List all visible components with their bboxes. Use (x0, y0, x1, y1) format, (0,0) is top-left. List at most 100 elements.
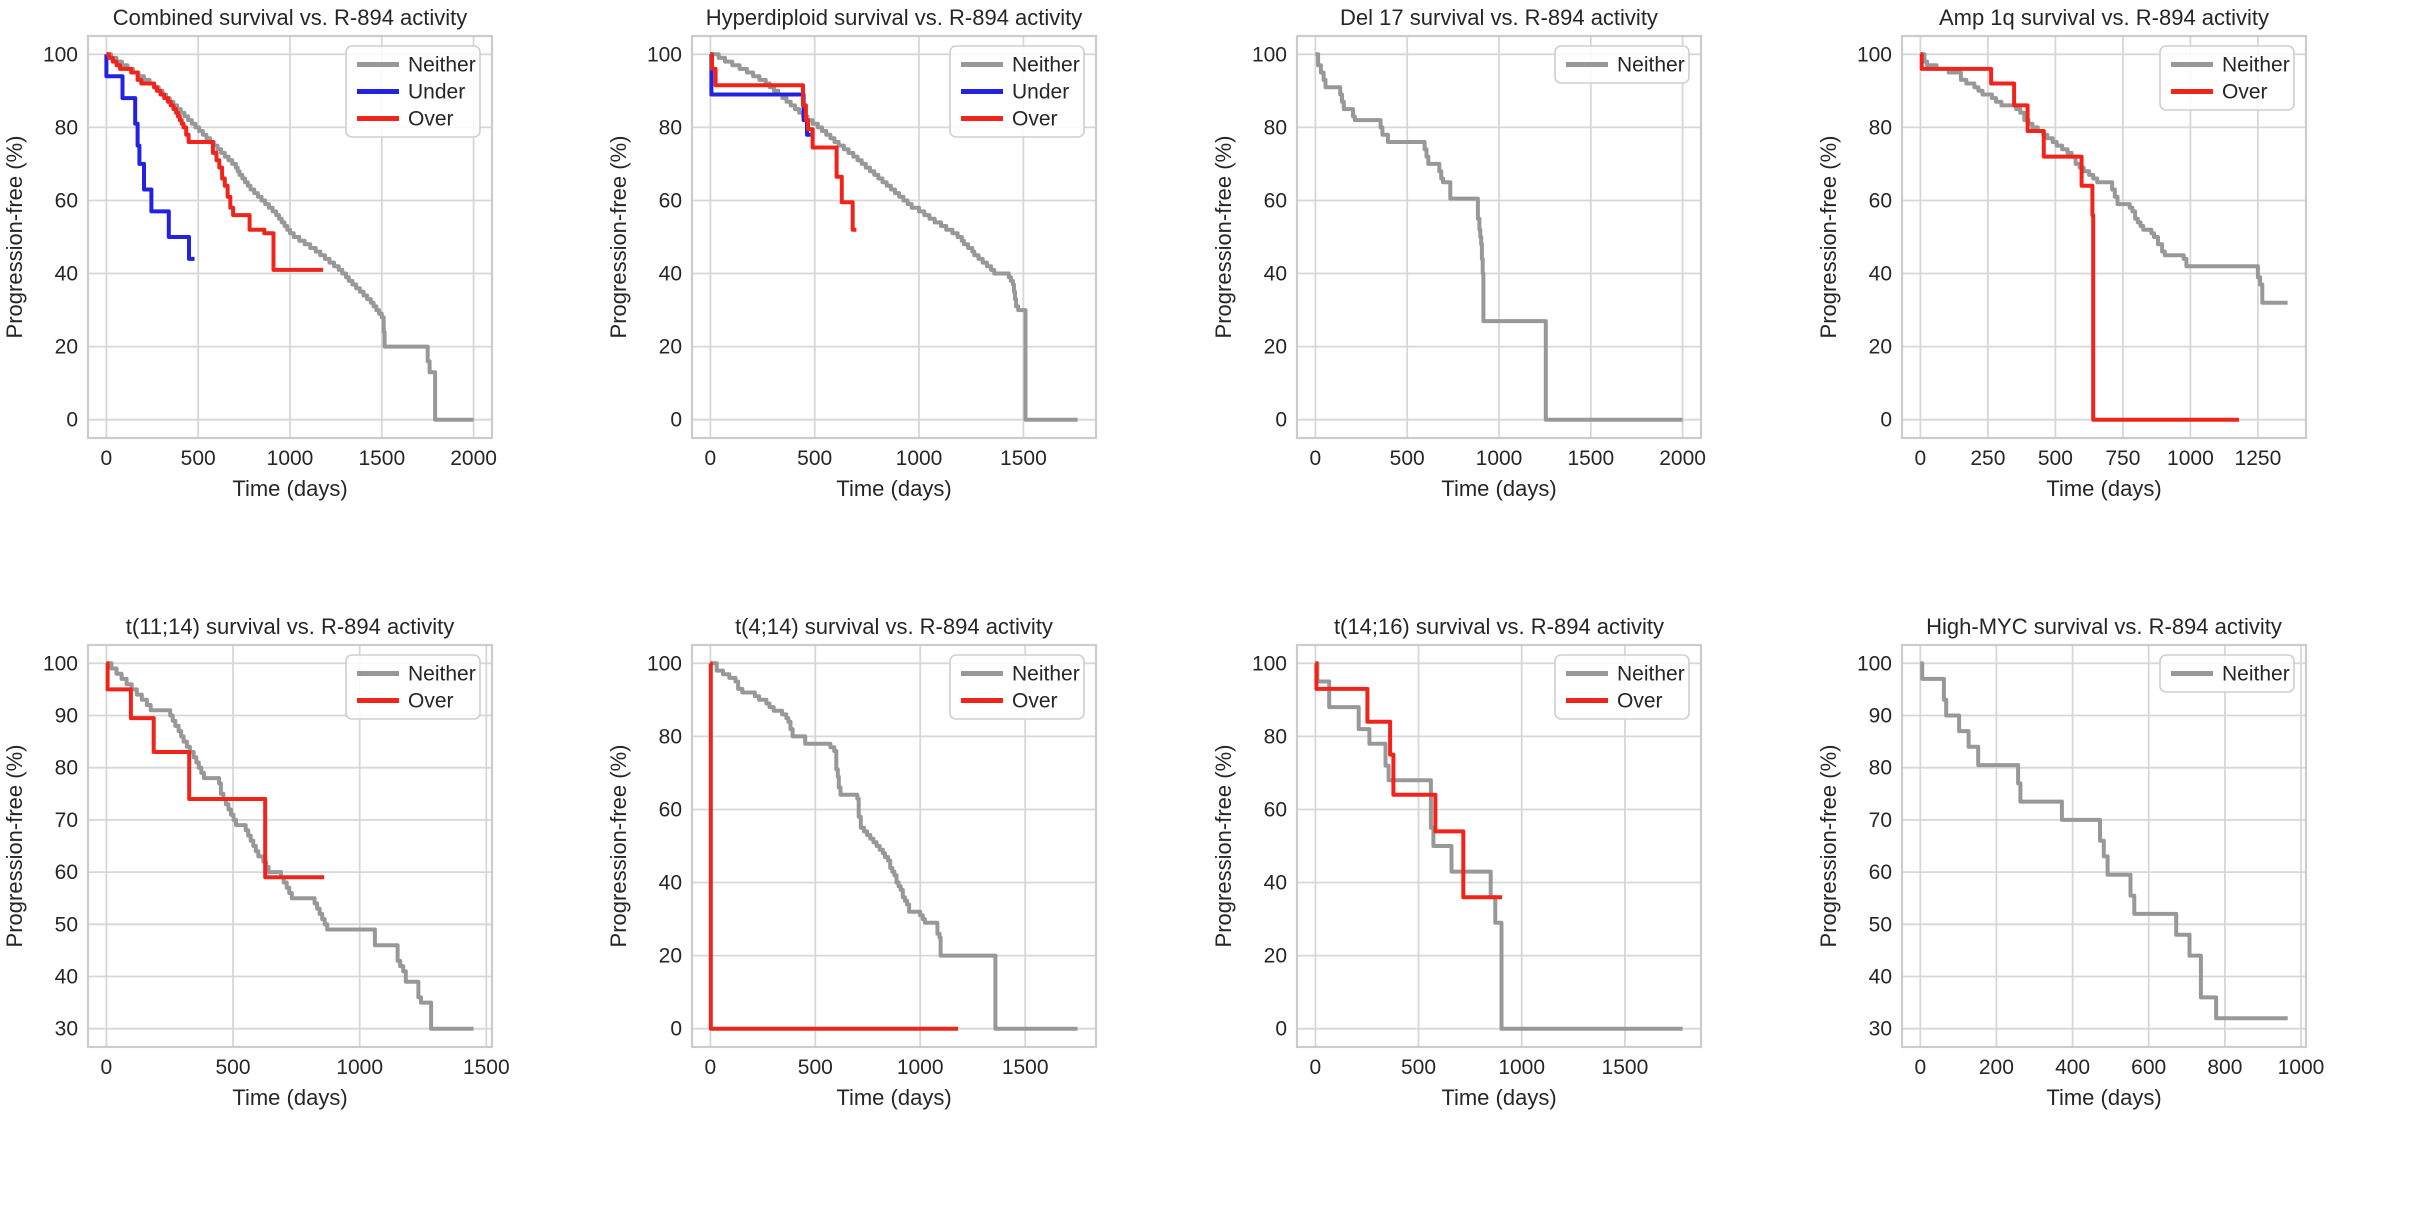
y-tick-label: 80 (1869, 116, 1892, 139)
y-tick-label: 100 (647, 43, 682, 66)
x-tick-label: 0 (1915, 447, 1927, 470)
y-axis-label: Progression-free (%) (1211, 136, 1236, 339)
x-tick-label: 500 (1401, 1056, 1436, 1079)
subplot-high-myc: 0 200 400 600 800 1000 30 40 50 60 70 80 90 100 High-M… (1814, 609, 2418, 1218)
series-under (709, 52, 811, 137)
x-tick-label: 0 (705, 1056, 717, 1079)
x-tick-label: 1000 (896, 447, 943, 470)
legend-label-over: Over (1012, 690, 1058, 713)
y-tick-label: 0 (1275, 409, 1287, 432)
y-tick-label: 100 (43, 43, 78, 66)
y-tick-label: 60 (55, 190, 78, 213)
x-axis-label: Time (days) (232, 476, 347, 501)
x-axis-label: Time (days) (1441, 476, 1556, 501)
y-axis-label: Progression-free (%) (2, 136, 27, 339)
chart-title: High-MYC survival vs. R-894 activity (1926, 614, 2282, 639)
chart-title: Del 17 survival vs. R-894 activity (1340, 5, 1658, 30)
x-axis-label: Time (days) (836, 1085, 951, 1110)
y-tick-label: 80 (659, 725, 682, 748)
y-tick-label: 60 (1264, 799, 1287, 822)
subplot-t14-16: 0 500 1000 1500 0 20 40 60 80 100 t(14;16) surviva… (1209, 609, 1813, 1218)
legend-box (2159, 654, 2295, 693)
y-tick-label: 20 (1264, 336, 1287, 359)
x-tick-label: 1500 (463, 1056, 510, 1079)
x-tick-label: 0 (1914, 1056, 1926, 1079)
y-tick-label: 40 (1869, 263, 1892, 286)
axes-box (1295, 643, 1703, 1049)
x-tick-label: 2000 (1659, 447, 1706, 470)
x-tick-label: 0 (1310, 1056, 1322, 1079)
legend-label-neither: Neither (2222, 54, 2290, 77)
y-tick-label: 60 (1869, 861, 1892, 884)
legend-label-neither: Neither (1012, 54, 1080, 77)
legend: Neither Under Over (345, 45, 481, 138)
legend: Neither Under Over (949, 45, 1085, 138)
x-tick-label: 1250 (2235, 447, 2282, 470)
series-neither (710, 661, 1078, 1031)
series-neither (106, 661, 474, 1031)
y-tick-label: 30 (1869, 1018, 1892, 1041)
series-over (1314, 661, 1503, 900)
legend: Neither (1554, 45, 1690, 84)
x-axis-label: Time (days) (2046, 476, 2161, 501)
subplot-amp1q: 0 250 500 750 1000 1250 0 20 40 60 80 100 Amp 1q sur… (1814, 0, 2418, 609)
series-over (1919, 52, 2239, 422)
legend-box (949, 45, 1085, 138)
x-tick-label: 750 (2105, 447, 2140, 470)
subplot-t11-14: 0 500 1000 1500 30 40 50 60 70 80 90 100 t(11;14) su… (0, 609, 604, 1218)
y-tick-label: 90 (1869, 705, 1892, 728)
axes-box (1295, 34, 1703, 440)
legend-label-over: Over (2222, 81, 2268, 104)
axes-box (690, 643, 1098, 1049)
axes-box (690, 34, 1098, 440)
y-tick-label: 80 (1264, 116, 1287, 139)
x-axis-label: Time (days) (1441, 1085, 1556, 1110)
y-tick-label: 80 (1869, 757, 1892, 780)
y-tick-label: 80 (659, 116, 682, 139)
y-tick-label: 40 (659, 872, 682, 895)
axes-box (86, 34, 494, 440)
x-tick-label: 0 (705, 447, 717, 470)
y-tick-label: 40 (55, 966, 78, 989)
y-tick-label: 40 (1264, 872, 1287, 895)
x-tick-label: 0 (101, 1056, 113, 1079)
x-tick-label: 1500 (1000, 447, 1047, 470)
y-tick-label: 70 (1869, 809, 1892, 832)
y-tick-label: 80 (55, 757, 78, 780)
x-tick-label: 1000 (897, 1056, 944, 1079)
y-tick-label: 60 (659, 190, 682, 213)
legend: Neither (2159, 654, 2295, 693)
axes-box (1900, 34, 2308, 440)
x-axis-label: Time (days) (232, 1085, 347, 1110)
x-tick-label: 1000 (1476, 447, 1523, 470)
legend-label-over: Over (1012, 108, 1058, 131)
y-axis-label: Progression-free (%) (606, 745, 631, 948)
y-tick-label: 40 (659, 263, 682, 286)
legend: Neither Over (1554, 654, 1690, 720)
legend: Neither Over (2159, 45, 2295, 111)
legend-box (345, 45, 481, 138)
y-tick-label: 0 (670, 1018, 682, 1041)
legend-box (1554, 45, 1690, 84)
chart-title: Hyperdiploid survival vs. R-894 activity (706, 5, 1083, 30)
y-tick-label: 100 (1857, 43, 1892, 66)
x-tick-label: 0 (101, 447, 113, 470)
x-tick-label: 1000 (267, 447, 314, 470)
y-tick-label: 60 (659, 799, 682, 822)
legend-label-neither: Neither (1617, 663, 1685, 686)
y-tick-label: 40 (55, 263, 78, 286)
x-tick-label: 2000 (450, 447, 497, 470)
y-axis-label: Progression-free (%) (2, 745, 27, 948)
series-over (708, 661, 958, 1031)
chart-title: t(4;14) survival vs. R-894 activity (735, 614, 1053, 639)
y-axis-label: Progression-free (%) (1211, 745, 1236, 948)
y-tick-label: 100 (1857, 652, 1892, 675)
chart-title: t(11;14) survival vs. R-894 activity (126, 614, 454, 639)
y-tick-label: 50 (55, 913, 78, 936)
x-tick-label: 500 (215, 1056, 250, 1079)
x-tick-label: 1000 (2167, 447, 2214, 470)
subplot-del17: 0 500 1000 1500 2000 0 20 40 60 80 100 Del 17 survi… (1209, 0, 1813, 609)
y-tick-label: 20 (659, 945, 682, 968)
legend-label-neither: Neither (1012, 663, 1080, 686)
